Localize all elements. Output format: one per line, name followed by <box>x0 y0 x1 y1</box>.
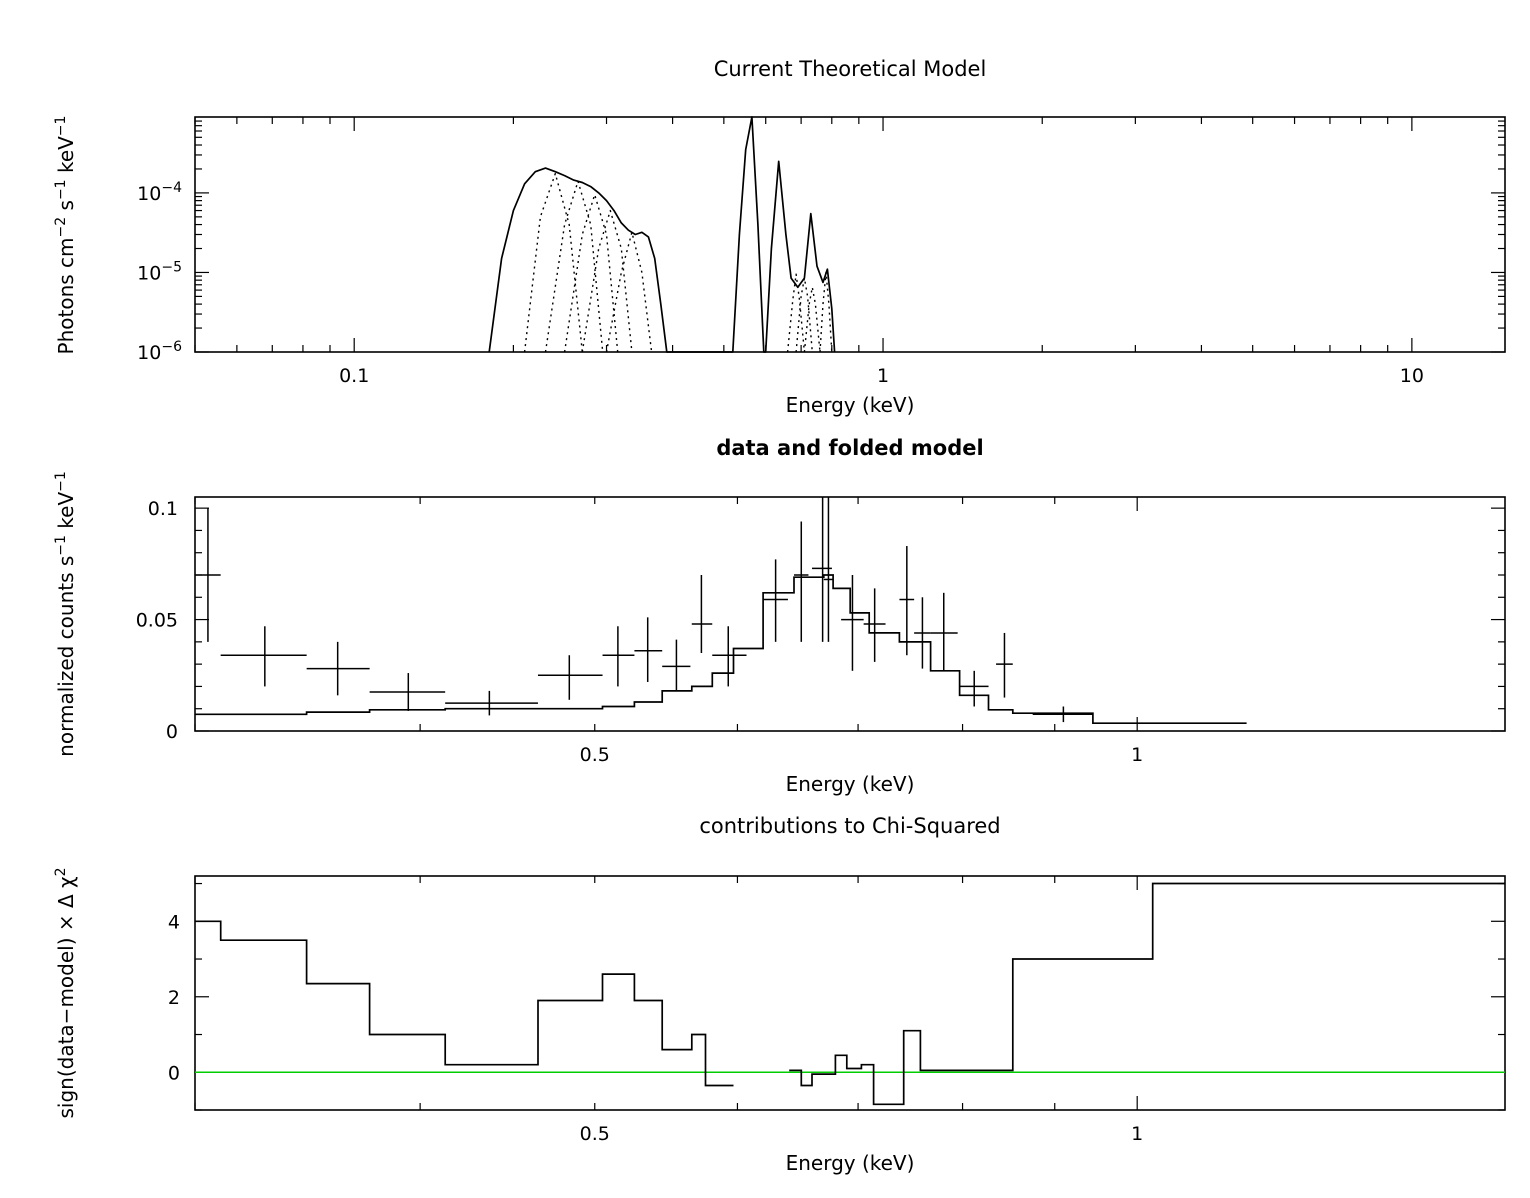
data-point <box>930 592 958 671</box>
model-component-line <box>544 180 604 353</box>
data-point <box>537 655 603 700</box>
data-point <box>841 575 864 671</box>
tick-marks <box>194 497 1505 732</box>
x-tick-label: 0.5 <box>580 1123 610 1145</box>
panel-title: contributions to Chi-Squared <box>699 814 1000 838</box>
y-axis-label: sign(data−model) × Δ χ2 <box>53 867 78 1118</box>
model-component-line <box>605 231 653 353</box>
x-axis-label: Energy (keV) <box>786 393 915 417</box>
data-point <box>691 575 713 653</box>
y-tick-label: 0 <box>166 721 178 743</box>
tick-labels: 0.5 1 0 0.05 0.1 <box>136 498 1144 766</box>
data-point <box>712 626 747 687</box>
plot-frame <box>194 875 1506 1111</box>
plot-frame <box>194 116 1506 353</box>
tick-marks <box>194 876 1505 1111</box>
chi-contribution-step-line <box>195 882 1505 1106</box>
data-point <box>662 639 691 691</box>
x-tick-label: 1 <box>877 365 889 387</box>
data-point <box>220 626 307 687</box>
tick-marks <box>194 117 1505 353</box>
x-tick-label: 10 <box>1400 365 1424 387</box>
y-tick-label: 10−4 <box>137 180 182 205</box>
model-component-line <box>803 286 821 353</box>
data-point <box>863 588 886 662</box>
y-tick-label: 0.05 <box>136 610 178 632</box>
model-component-line <box>819 271 833 353</box>
model-component-line <box>563 194 619 353</box>
data-point <box>602 626 635 687</box>
data-point <box>823 497 834 642</box>
x-tick-label: 1 <box>1131 744 1143 766</box>
x-tick-label: 1 <box>1131 1123 1143 1145</box>
data-point <box>1032 706 1093 723</box>
model-component-line <box>786 273 806 353</box>
x-axis-label: Energy (keV) <box>786 772 915 796</box>
tick-labels: 0.1 1 10 10−6 10−5 10−4 <box>137 180 1424 387</box>
model-component-line <box>581 209 633 353</box>
chi-contributions <box>195 882 1505 1106</box>
data-point <box>306 641 370 696</box>
x-axis-label: Energy (keV) <box>786 1151 915 1175</box>
y-axis-label: normalized counts s−1 keV−1 <box>53 471 78 757</box>
model-curves <box>488 116 836 353</box>
data-point <box>914 597 931 669</box>
plot-frame <box>194 496 1506 732</box>
data-point <box>634 617 663 682</box>
folded-model-line <box>195 574 1247 725</box>
data-point <box>959 670 989 707</box>
y-tick-label: 2 <box>168 987 180 1009</box>
panel-title: data and folded model <box>716 436 983 460</box>
data-and-model <box>195 497 1247 725</box>
data-point <box>369 673 446 711</box>
data-point <box>195 508 221 642</box>
total-model-line <box>488 116 836 353</box>
panel-title: Current Theoretical Model <box>714 57 987 81</box>
model-component-line <box>523 172 583 353</box>
x-tick-label: 0.1 <box>339 365 369 387</box>
theoretical-model-panel: Current Theoretical Model 0.1 1 10 10−6 10−5… <box>53 57 1506 417</box>
data-point <box>996 632 1013 698</box>
y-tick-label: 0 <box>168 1062 180 1084</box>
data-point <box>794 521 809 642</box>
y-tick-label: 4 <box>168 911 180 933</box>
data-point <box>445 690 538 716</box>
data-folded-model-panel: data and folded model 0.5 1 0 0.05 0.1 Energ… <box>53 436 1506 796</box>
chi-squared-panel: contributions to Chi-Squared 0.5 1 0 2 4 Ene… <box>53 814 1506 1175</box>
y-axis-label: Photons cm−2 s−1 keV−1 <box>53 116 78 355</box>
y-tick-label: 0.1 <box>148 498 178 520</box>
data-point <box>899 546 915 656</box>
y-tick-label: 10−5 <box>137 259 182 284</box>
tick-labels: 0.5 1 0 2 4 <box>168 911 1143 1145</box>
model-component-line <box>795 277 813 353</box>
y-tick-label: 10−6 <box>137 339 182 364</box>
data-point <box>763 559 788 642</box>
x-tick-label: 0.5 <box>580 744 610 766</box>
